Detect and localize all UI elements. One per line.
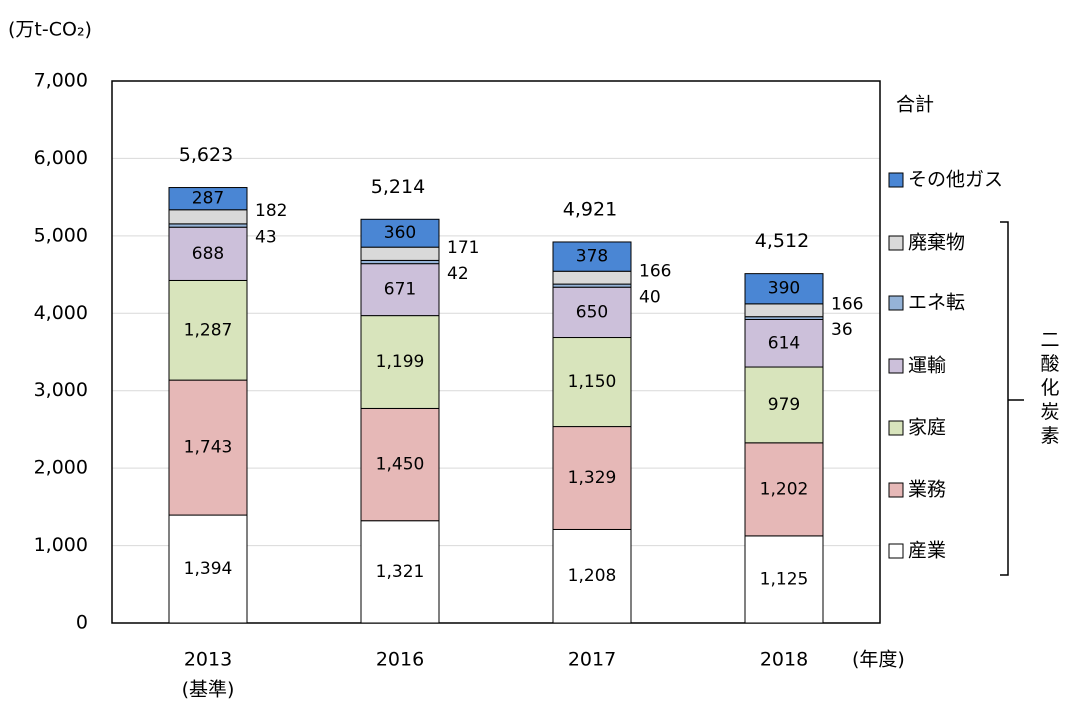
legend-label: その他ガス: [908, 169, 1003, 191]
bar-segment: [360, 218, 440, 248]
y-tick-label: 7,000: [34, 70, 88, 92]
bar-segment: [744, 535, 824, 624]
y-tick-label: 0: [76, 612, 88, 634]
value-label: 650: [576, 302, 608, 322]
bar-segment: [360, 315, 440, 409]
bar-segment: [744, 273, 824, 305]
bar-segment: [168, 514, 248, 624]
value-label: 1,321: [376, 562, 425, 582]
total-label: 4,512: [755, 230, 809, 252]
total-label: 5,623: [179, 144, 233, 166]
y-tick-label: 5,000: [34, 224, 88, 246]
value-label: 671: [384, 280, 416, 300]
bar-segment: [168, 209, 248, 225]
x-unit-label: (年度): [852, 649, 905, 671]
bar-segment: [168, 187, 248, 211]
legend-label: 産業: [908, 540, 946, 562]
legend-swatch: [888, 358, 904, 374]
bar-segment: [360, 246, 440, 261]
bar-segment: [552, 270, 632, 285]
y-tick-label: 6,000: [34, 147, 88, 169]
bar-segment: [552, 528, 632, 624]
bar-segment: [552, 241, 632, 272]
legend-swatch: [888, 235, 904, 251]
value-label: 36: [831, 320, 853, 340]
legend-swatch: [888, 172, 904, 188]
x-tick-label: 2013: [184, 649, 232, 671]
value-label: 390: [768, 279, 800, 299]
total-label: 5,214: [371, 176, 425, 198]
value-label: 360: [384, 223, 416, 243]
legend-swatch: [888, 295, 904, 311]
y-unit-label: (万t-CO₂): [8, 19, 92, 41]
value-label: 688: [192, 244, 224, 264]
x-tick-label: 2017: [568, 649, 616, 671]
value-label: 1,202: [760, 479, 809, 499]
value-label: 1,125: [760, 569, 809, 589]
legend-label: 業務: [908, 479, 946, 501]
value-label: 1,287: [184, 320, 233, 340]
y-tick-label: 2,000: [34, 457, 88, 479]
legend-swatch: [888, 420, 904, 436]
value-label: 42: [447, 264, 469, 284]
bar-segment: [744, 303, 824, 318]
legend-label: 合計: [896, 94, 934, 116]
value-label: 1,150: [568, 372, 617, 392]
value-label: 614: [768, 333, 800, 353]
bar-segment: [360, 520, 440, 624]
bar-segment: [360, 407, 440, 522]
x-tick-label: 2018: [760, 649, 808, 671]
value-label: 1,394: [184, 559, 233, 579]
plot-frame: [111, 80, 881, 624]
value-label: 182: [255, 201, 287, 221]
legend-swatch: [888, 482, 904, 498]
legend-label: エネ転: [908, 292, 965, 314]
value-label: 979: [768, 395, 800, 415]
value-label: 1,208: [568, 566, 617, 586]
value-label: 43: [255, 228, 277, 248]
bar-segment: [552, 337, 632, 428]
bar-segment: [744, 366, 824, 444]
x-tick-label: 2016: [376, 649, 424, 671]
bar-segment: [360, 263, 440, 317]
value-label: 166: [831, 294, 863, 314]
y-tick-label: 1,000: [34, 534, 88, 556]
legend-label: 運輸: [908, 355, 946, 377]
value-label: 1,199: [376, 352, 425, 372]
value-label: 1,329: [568, 468, 617, 488]
bar-segment: [744, 442, 824, 537]
total-label: 4,921: [563, 198, 617, 220]
value-label: 1,450: [376, 455, 425, 475]
bracket-label: 二酸化炭素: [1040, 329, 1059, 447]
bracket: [1000, 221, 1024, 576]
value-label: 40: [639, 288, 661, 308]
value-label: 1,743: [184, 438, 233, 458]
base-year-note: (基準): [182, 679, 235, 701]
bar-segment: [552, 426, 632, 530]
bar-segment: [552, 286, 632, 339]
y-tick-label: 4,000: [34, 302, 88, 324]
value-label: 166: [639, 262, 671, 282]
legend-label: 家庭: [908, 417, 946, 439]
legend-label: 廃棄物: [908, 232, 965, 254]
legend-swatch: [888, 543, 904, 559]
value-label: 378: [576, 247, 608, 267]
value-label: 171: [447, 238, 479, 258]
value-label: 287: [192, 189, 224, 209]
y-tick-label: 3,000: [34, 379, 88, 401]
